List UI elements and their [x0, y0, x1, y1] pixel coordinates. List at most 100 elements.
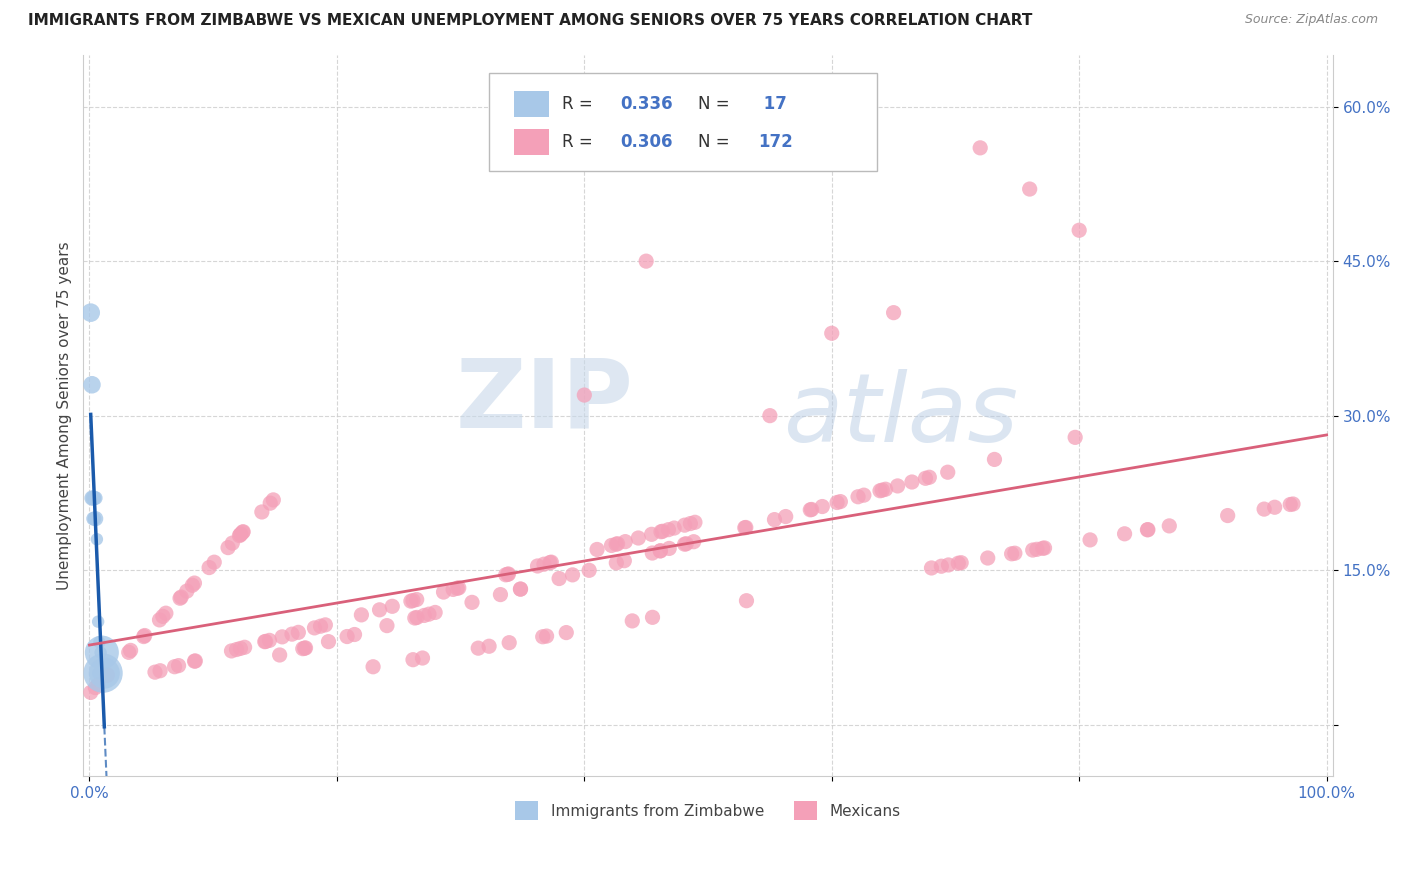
Point	[800, 502, 823, 516]
Point	[167, 658, 190, 673]
Point	[152, 609, 174, 624]
Point	[336, 630, 359, 644]
Point	[657, 523, 679, 537]
Point	[821, 326, 844, 341]
Bar	[515, 91, 550, 117]
Point	[86, 533, 108, 547]
Point	[495, 567, 517, 582]
Point	[381, 599, 404, 614]
Point	[489, 588, 512, 602]
Point	[540, 555, 562, 569]
Point	[883, 306, 905, 320]
Point	[96, 668, 118, 682]
Point	[118, 645, 141, 659]
Point	[375, 618, 398, 632]
Point	[229, 641, 252, 656]
Point	[250, 505, 273, 519]
Point	[96, 668, 118, 682]
FancyBboxPatch shape	[489, 73, 877, 170]
Point	[918, 470, 941, 484]
Text: 172: 172	[758, 133, 793, 151]
Point	[84, 681, 107, 695]
Point	[418, 607, 440, 622]
Point	[287, 625, 309, 640]
Point	[423, 606, 446, 620]
Point	[82, 491, 104, 505]
Point	[229, 527, 252, 541]
Point	[498, 567, 520, 582]
Point	[886, 479, 908, 493]
Point	[163, 659, 186, 673]
Point	[198, 560, 221, 574]
Point	[83, 491, 105, 505]
Point	[96, 668, 118, 682]
Point	[183, 654, 205, 668]
Text: 17: 17	[758, 95, 787, 113]
Point	[538, 556, 561, 570]
Point	[650, 544, 672, 558]
Point	[673, 537, 696, 551]
Point	[759, 409, 782, 423]
Point	[170, 590, 193, 604]
Point	[402, 593, 425, 607]
Point	[735, 593, 758, 607]
Point	[852, 488, 875, 502]
Point	[254, 634, 277, 648]
Point	[221, 536, 243, 550]
Point	[950, 556, 973, 570]
Point	[291, 641, 314, 656]
Text: ZIP: ZIP	[456, 355, 633, 448]
Point	[169, 591, 191, 606]
Point	[606, 537, 628, 551]
Point	[217, 541, 239, 555]
Point	[221, 644, 243, 658]
Point	[734, 521, 756, 535]
Point	[1022, 543, 1045, 558]
Point	[413, 608, 436, 623]
Point	[259, 496, 281, 510]
Point	[411, 651, 433, 665]
Point	[132, 630, 155, 644]
Point	[682, 534, 704, 549]
Point	[399, 594, 422, 608]
Point	[914, 471, 936, 485]
Point	[89, 635, 111, 649]
Point	[350, 607, 373, 622]
Point	[294, 641, 316, 656]
Point	[82, 511, 104, 525]
Point	[641, 546, 664, 560]
Point	[134, 628, 156, 642]
Text: R =: R =	[562, 133, 598, 151]
Point	[402, 653, 425, 667]
Point	[406, 610, 429, 624]
Point	[80, 377, 103, 392]
Point	[232, 525, 254, 540]
Legend: Immigrants from Zimbabwe, Mexicans: Immigrants from Zimbabwe, Mexicans	[509, 796, 907, 826]
Point	[763, 513, 786, 527]
Point	[184, 654, 207, 668]
Point	[799, 503, 821, 517]
Point	[1069, 223, 1091, 237]
Point	[533, 558, 555, 572]
Point	[432, 585, 454, 599]
Point	[91, 666, 114, 681]
Point	[262, 492, 284, 507]
Point	[281, 627, 304, 641]
Point	[901, 475, 924, 489]
Point	[1264, 500, 1286, 515]
Point	[825, 495, 848, 509]
Point	[155, 606, 177, 620]
Point	[253, 634, 276, 648]
Point	[969, 141, 991, 155]
Text: IMMIGRANTS FROM ZIMBABWE VS MEXICAN UNEMPLOYMENT AMONG SENIORS OVER 75 YEARS COR: IMMIGRANTS FROM ZIMBABWE VS MEXICAN UNEM…	[28, 13, 1032, 29]
Point	[87, 615, 110, 629]
Point	[259, 633, 281, 648]
Point	[181, 578, 204, 592]
Point	[673, 518, 696, 533]
Point	[1216, 508, 1239, 523]
Point	[87, 666, 110, 681]
Point	[225, 642, 247, 657]
Point	[846, 490, 869, 504]
Point	[536, 629, 558, 643]
Point	[93, 666, 115, 681]
